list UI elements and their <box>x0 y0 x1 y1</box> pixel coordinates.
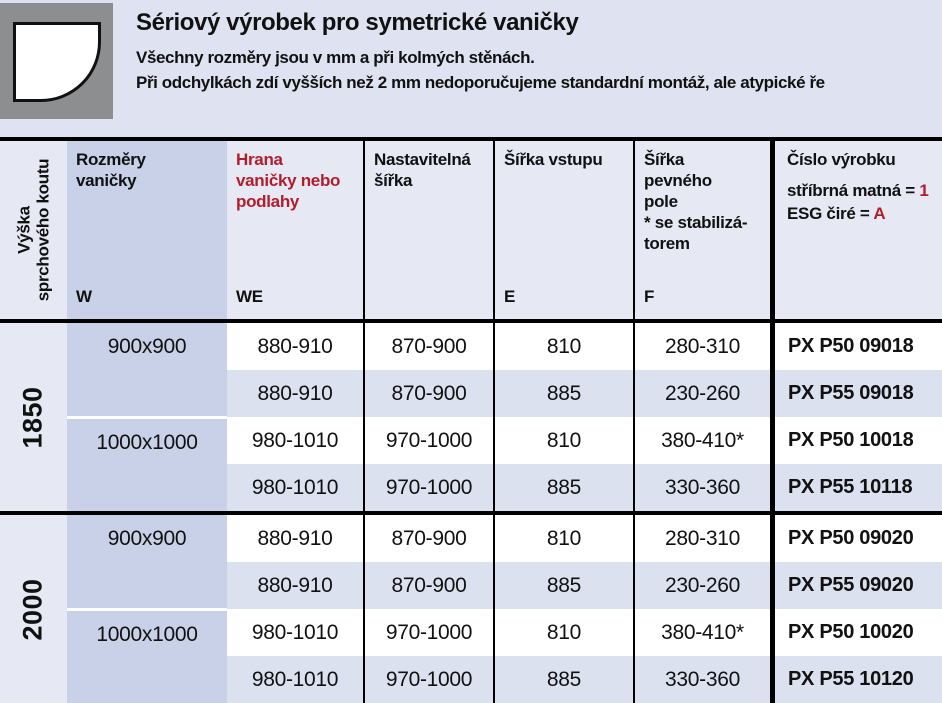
tray-col-code: W <box>76 286 222 307</box>
fixed-panel-cell: 230-260 <box>633 562 770 609</box>
fixed-panel-cell: 380-410* <box>633 609 770 656</box>
tray-size-block: 1000x1000 <box>67 416 227 512</box>
product-code-cell: PX P50 10020 <box>770 609 942 656</box>
product-code-cell: PX P55 10120 <box>770 656 942 703</box>
entry-width-cell: 810 <box>493 417 633 464</box>
page-title: Sériový výrobek pro symetrické vaničky <box>136 9 942 37</box>
product-icon-box <box>0 3 113 119</box>
group-height-cell: 1850 <box>0 323 67 511</box>
we-cell: 880-910 <box>227 323 363 370</box>
note-line-2: Při odchylkách zdí vyšších než 2 mm nedo… <box>136 70 942 95</box>
adjustable-width-cell: 970-1000 <box>363 417 493 464</box>
tray-size-value: 1000x1000 <box>67 419 227 466</box>
product-code-cell: PX P50 10018 <box>770 417 942 464</box>
tray-size-block: 900x900 <box>67 323 227 416</box>
fixed-panel-cell: 330-360 <box>633 656 770 703</box>
group-height-cell: 2000 <box>0 515 67 703</box>
product-code-cell: PX P55 09020 <box>770 562 942 609</box>
quarter-round-tray-icon <box>13 22 101 102</box>
adjustable-width-cell: 970-1000 <box>363 464 493 511</box>
entry-col-code: E <box>504 286 628 307</box>
col-header-tray-size: Rozměry vaničky W <box>67 141 227 319</box>
title-block: Sériový výrobek pro symetrické vaničky V… <box>136 9 942 95</box>
col-header-height: Výška sprchového koutu <box>0 141 67 319</box>
we-cell: 980-1010 <box>227 609 363 656</box>
edge-col-code: WE <box>236 286 358 307</box>
product-code-cell: PX P55 10118 <box>770 464 942 511</box>
adjustable-width-cell: 870-900 <box>363 370 493 417</box>
table-header-row: Výška sprchového koutu Rozměry vaničky W… <box>0 141 942 323</box>
product-table: Výška sprchového koutu Rozměry vaničky W… <box>0 137 942 703</box>
entry-width-cell: 810 <box>493 609 633 656</box>
tray-size-block: 1000x1000 <box>67 608 227 703</box>
fixed-col-code: F <box>644 286 765 307</box>
table-row: 880-910 870-900 885 230-260 PX P55 09018 <box>227 370 942 417</box>
page-header: Sériový výrobek pro symetrické vaničky V… <box>0 0 942 137</box>
entry-width-cell: 885 <box>493 464 633 511</box>
note-line-1: Všechny rozměry jsou v mm a při kolmých … <box>136 45 942 70</box>
we-cell: 980-1010 <box>227 417 363 464</box>
finish-silver-matte: stříbrná matná = 1 ESG čiré = A <box>787 179 937 225</box>
entry-width-cell: 885 <box>493 562 633 609</box>
fixed-panel-cell: 230-260 <box>633 370 770 417</box>
adjustable-width-cell: 870-900 <box>363 515 493 562</box>
height-group-2000: 2000 900x900 1000x1000 880-910 870-900 8… <box>0 511 942 703</box>
table-row: 880-910 870-900 885 230-260 PX P55 09020 <box>227 562 942 609</box>
entry-width-cell: 885 <box>493 656 633 703</box>
we-cell: 980-1010 <box>227 464 363 511</box>
product-code-cell: PX P55 09018 <box>770 370 942 417</box>
fixed-panel-cell: 380-410* <box>633 417 770 464</box>
table-row: 980-1010 970-1000 810 380-410* PX P50 10… <box>227 417 942 464</box>
we-cell: 880-910 <box>227 562 363 609</box>
entry-width-cell: 810 <box>493 515 633 562</box>
we-cell: 980-1010 <box>227 656 363 703</box>
tray-size-value: 900x900 <box>67 323 227 370</box>
finish-silver-matte-code: 1 <box>919 181 928 200</box>
tray-size-block: 900x900 <box>67 515 227 608</box>
we-cell: 880-910 <box>227 515 363 562</box>
adjustable-width-cell: 870-900 <box>363 562 493 609</box>
finish-esg-clear-code: A <box>873 204 885 223</box>
fixed-panel-cell: 280-310 <box>633 323 770 370</box>
we-cell: 880-910 <box>227 370 363 417</box>
table-row: 880-910 870-900 810 280-310 PX P50 09018 <box>227 323 942 370</box>
table-row: 980-1010 970-1000 885 330-360 PX P55 101… <box>227 464 942 511</box>
group-height-label: 1850 <box>18 386 49 448</box>
table-row: 880-910 870-900 810 280-310 PX P50 09020 <box>227 515 942 562</box>
fixed-panel-cell: 330-360 <box>633 464 770 511</box>
col-header-product-number: Číslo výrobku stříbrná matná = 1 ESG čir… <box>770 141 942 319</box>
fixed-panel-cell: 280-310 <box>633 515 770 562</box>
tray-size-value: 1000x1000 <box>67 611 227 658</box>
adjustable-width-cell: 870-900 <box>363 323 493 370</box>
group-tray-column: 900x900 1000x1000 <box>67 515 227 703</box>
col-header-entry-width: Šířka vstupu E <box>493 141 633 319</box>
col-header-fixed-panel-width: Šířka pevného pole * se stabilizá- torem… <box>633 141 770 319</box>
adjustable-width-cell: 970-1000 <box>363 656 493 703</box>
col-header-tray-edge: Hrana vaničky nebo podlahy WE <box>227 141 363 319</box>
product-code-cell: PX P50 09018 <box>770 323 942 370</box>
product-code-cell: PX P50 09020 <box>770 515 942 562</box>
entry-width-cell: 885 <box>493 370 633 417</box>
adjustable-width-cell: 970-1000 <box>363 609 493 656</box>
height-col-label: Výška sprchového koutu <box>15 159 53 302</box>
entry-width-cell: 810 <box>493 323 633 370</box>
height-group-1850: 1850 900x900 1000x1000 880-910 870-900 8… <box>0 323 942 511</box>
tray-size-value: 900x900 <box>67 515 227 562</box>
col-header-adjustable-width: Nastavitelná šířka <box>363 141 493 319</box>
group-height-label: 2000 <box>18 578 49 640</box>
table-row: 980-1010 970-1000 885 330-360 PX P55 101… <box>227 656 942 703</box>
table-row: 980-1010 970-1000 810 380-410* PX P50 10… <box>227 609 942 656</box>
group-tray-column: 900x900 1000x1000 <box>67 323 227 511</box>
